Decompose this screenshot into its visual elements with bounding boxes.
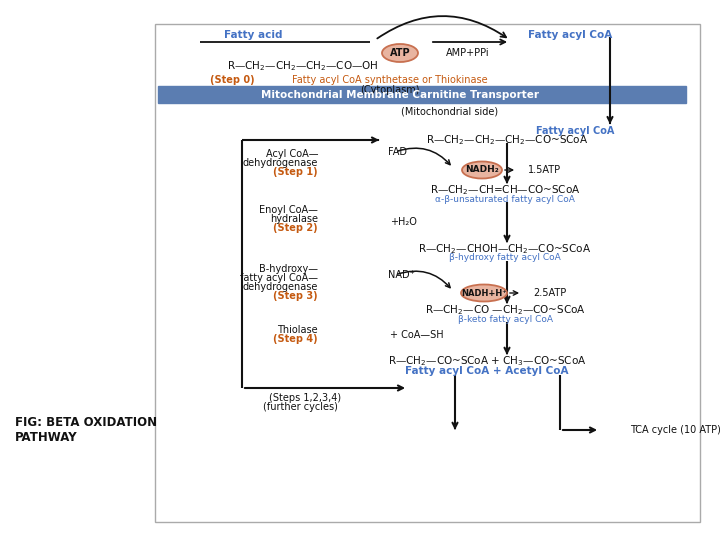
Text: R—CH$_2$—CH=CH—CO~SCoA: R—CH$_2$—CH=CH—CO~SCoA: [430, 183, 580, 197]
Text: (Step 1): (Step 1): [274, 167, 318, 177]
Text: 2.5ATP: 2.5ATP: [534, 288, 567, 298]
Text: B-hydroxy—: B-hydroxy—: [259, 264, 318, 274]
Text: Mitochondrial Membrane Carnitine Transporter: Mitochondrial Membrane Carnitine Transpo…: [261, 90, 539, 100]
Text: R—CH$_2$—CO~SCoA + CH$_3$—CO~SCoA: R—CH$_2$—CO~SCoA + CH$_3$—CO~SCoA: [388, 354, 586, 368]
Text: (Mitochondrial side): (Mitochondrial side): [402, 107, 498, 117]
FancyBboxPatch shape: [158, 86, 686, 103]
Text: dehydrogenase: dehydrogenase: [243, 282, 318, 292]
Text: (further cycles): (further cycles): [263, 402, 338, 412]
Text: FIG: BETA OXIDATION
PATHWAY: FIG: BETA OXIDATION PATHWAY: [15, 416, 157, 444]
Text: dehydrogenase: dehydrogenase: [243, 158, 318, 168]
Text: (Steps 1,2,3,4): (Steps 1,2,3,4): [269, 393, 341, 403]
Text: Fatty acyl CoA + Acetyl CoA: Fatty acyl CoA + Acetyl CoA: [405, 366, 569, 376]
Text: R—CH$_2$—CO —CH$_2$—CO~SCoA: R—CH$_2$—CO —CH$_2$—CO~SCoA: [425, 303, 585, 317]
Ellipse shape: [382, 44, 418, 62]
Text: fatty acyl CoA—: fatty acyl CoA—: [240, 273, 318, 283]
Text: (Step 3): (Step 3): [274, 291, 318, 301]
Text: Enoyl CoA—: Enoyl CoA—: [259, 205, 318, 215]
FancyBboxPatch shape: [155, 24, 700, 522]
Text: Fatty acyl CoA: Fatty acyl CoA: [536, 126, 614, 136]
Text: Fatty acyl CoA synthetase or Thiokinase: Fatty acyl CoA synthetase or Thiokinase: [292, 75, 488, 85]
Text: ATP: ATP: [390, 48, 410, 58]
Text: Fatty acid: Fatty acid: [224, 30, 282, 40]
Ellipse shape: [461, 285, 507, 301]
Text: NAD⁺: NAD⁺: [388, 270, 415, 280]
Text: Fatty acyl CoA: Fatty acyl CoA: [528, 30, 612, 40]
Text: AMP+PPi: AMP+PPi: [446, 48, 490, 58]
Text: R—CH$_2$—CHOH—CH$_2$—CO~SCoA: R—CH$_2$—CHOH—CH$_2$—CO~SCoA: [418, 242, 592, 256]
Text: (Step 2): (Step 2): [274, 223, 318, 233]
Text: R—CH$_2$—CH$_2$—CH$_2$—CO—OH: R—CH$_2$—CH$_2$—CH$_2$—CO—OH: [228, 59, 379, 73]
Text: 1.5ATP: 1.5ATP: [528, 165, 562, 175]
Text: FAD: FAD: [388, 147, 407, 157]
Text: NADH+H⁺: NADH+H⁺: [462, 288, 507, 298]
Text: + CoA—SH: + CoA—SH: [390, 330, 444, 340]
Text: R—CH$_2$—CH$_2$—CH$_2$—CO~SCoA: R—CH$_2$—CH$_2$—CH$_2$—CO~SCoA: [426, 133, 588, 147]
Text: +H₂O: +H₂O: [390, 217, 417, 227]
Text: NADH₂: NADH₂: [465, 165, 499, 174]
Text: Acyl CoA—: Acyl CoA—: [266, 149, 318, 159]
Text: β-hydroxy fatty acyl CoA: β-hydroxy fatty acyl CoA: [449, 253, 561, 262]
Text: α-β-unsaturated fatty acyl CoA: α-β-unsaturated fatty acyl CoA: [435, 194, 575, 204]
Text: hydralase: hydralase: [270, 214, 318, 224]
Ellipse shape: [462, 161, 502, 179]
Text: (Cytoplasm): (Cytoplasm): [360, 85, 420, 95]
Text: (Step 4): (Step 4): [274, 334, 318, 344]
Text: β-keto fatty acyl CoA: β-keto fatty acyl CoA: [457, 314, 552, 323]
Text: Thiolase: Thiolase: [277, 325, 318, 335]
Text: TCA cycle (10 ATP): TCA cycle (10 ATP): [630, 425, 720, 435]
Text: (Step 0): (Step 0): [210, 75, 255, 85]
